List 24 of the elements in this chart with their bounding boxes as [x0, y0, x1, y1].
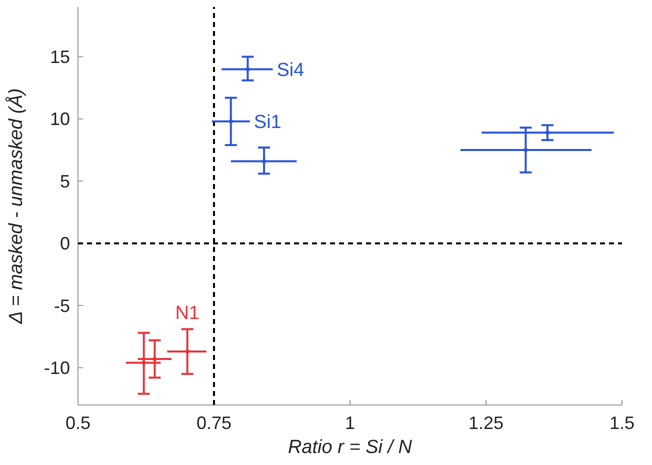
x-tick-label: 0.75 [196, 413, 232, 433]
point [152, 356, 157, 361]
x-tick-label: 1.25 [468, 413, 504, 433]
point [185, 350, 190, 354]
x-tick-label: 0.5 [65, 413, 91, 433]
point [142, 360, 146, 365]
y-tick-label: 0 [60, 234, 70, 254]
x-axis-title: Ratio r = Si / N [288, 437, 412, 458]
x-tick-label: 1.5 [609, 413, 635, 433]
y-tick-label: -5 [54, 296, 70, 316]
point [246, 67, 250, 72]
x-tick-label: 1 [344, 413, 356, 433]
y-tick-label: -10 [44, 358, 70, 378]
y-tick-label: 10 [50, 109, 70, 130]
point [262, 159, 266, 164]
point [524, 148, 528, 152]
y-axis-title: Δ = masked - unmasked (Å) [5, 88, 27, 325]
y-tick-label: 5 [60, 171, 70, 192]
point [545, 130, 550, 135]
annotation: Si1 [254, 112, 282, 134]
y-tick-label: 15 [50, 47, 70, 68]
annotation: N1 [175, 303, 200, 324]
point [228, 119, 233, 124]
annotation: Si4 [276, 60, 305, 81]
